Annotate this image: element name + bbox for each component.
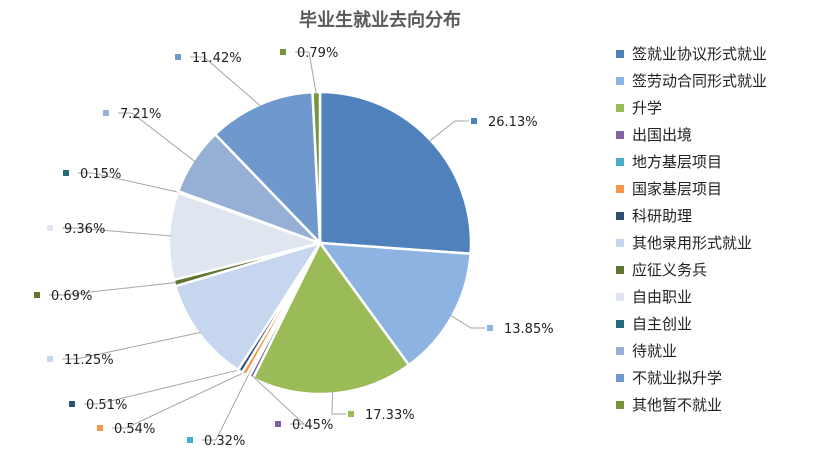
- label-marker: [97, 425, 103, 431]
- legend-label: 国家基层项目: [632, 180, 723, 198]
- legend-label: 自由职业: [632, 288, 693, 306]
- legend-label: 地方基层项目: [632, 153, 723, 171]
- pie-slice: [173, 240, 323, 372]
- legend-label: 待就业: [632, 342, 678, 360]
- legend-swatch: [616, 49, 624, 58]
- data-label: 0.54%: [114, 422, 155, 437]
- label-marker: [280, 49, 286, 55]
- label-marker: [187, 437, 193, 443]
- leader-line: [62, 227, 172, 237]
- data-label: 0.15%: [80, 167, 121, 182]
- legend-item: 自由职业: [616, 283, 767, 310]
- legend-swatch: [616, 373, 624, 382]
- pie-slice: [213, 90, 322, 247]
- leader-line: [190, 56, 262, 107]
- legend-item: 应征义务兵: [616, 256, 767, 283]
- label-marker: [471, 118, 477, 124]
- data-label: 0.51%: [86, 398, 127, 413]
- chart-title: 毕业生就业去向分布: [299, 10, 461, 31]
- legend-swatch: [616, 130, 624, 139]
- legend-label: 签就业协议形式就业: [632, 45, 768, 63]
- legend-label: 不就业拟升学: [632, 369, 723, 387]
- data-label: 11.42%: [192, 51, 242, 66]
- leader-line: [78, 172, 180, 193]
- data-label: 17.33%: [365, 408, 415, 423]
- label-marker: [34, 292, 40, 298]
- legend-swatch: [616, 76, 624, 85]
- legend-swatch: [616, 292, 624, 301]
- leader-line: [331, 391, 346, 415]
- label-marker: [69, 401, 75, 407]
- legend-item: 科研助理: [616, 202, 767, 229]
- legend-label: 科研助理: [632, 207, 693, 225]
- legend: 签就业协议形式就业 签劳动合同形式就业 升学出国出境地方基层项目 国家基层项目 科研助理…: [616, 40, 767, 418]
- legend-label: 其他暂不就业: [632, 396, 723, 414]
- leader-line: [62, 331, 201, 360]
- label-marker: [175, 54, 181, 60]
- label-marker: [348, 411, 354, 417]
- pie-slice: [318, 90, 473, 256]
- leader-line: [450, 314, 485, 329]
- data-label: 9.36%: [64, 222, 105, 237]
- data-label: 26.13%: [488, 115, 538, 130]
- legend-swatch: [616, 319, 624, 328]
- label-marker: [275, 421, 281, 427]
- legend-item: 其他暂不就业: [616, 391, 767, 418]
- legend-label: 升学: [632, 99, 663, 117]
- leader-line: [118, 112, 196, 163]
- leader-line: [49, 282, 177, 296]
- legend-swatch: [616, 184, 624, 193]
- legend-label: 自主创业: [632, 315, 693, 333]
- label-marker: [47, 356, 53, 362]
- legend-swatch: [616, 400, 624, 409]
- label-marker: [487, 325, 493, 331]
- data-label: 0.79%: [297, 46, 338, 61]
- leader-line: [202, 373, 250, 441]
- data-label: 0.45%: [292, 418, 333, 433]
- legend-item: 地方基层项目: [616, 148, 767, 175]
- legend-label: 签劳动合同形式就业: [632, 72, 768, 90]
- leader-line: [428, 120, 469, 142]
- legend-item: 签劳动合同形式就业: [616, 67, 767, 94]
- legend-swatch: [616, 265, 624, 274]
- legend-item: 待就业: [616, 337, 767, 364]
- data-label: 0.69%: [51, 289, 92, 304]
- legend-swatch: [616, 103, 624, 112]
- legend-label: 出国出境: [632, 126, 693, 144]
- legend-swatch: [616, 238, 624, 247]
- legend-item: 签就业协议形式就业: [616, 40, 767, 67]
- data-label: 11.25%: [64, 353, 114, 368]
- data-label: 13.85%: [504, 322, 554, 337]
- legend-item: 自主创业: [616, 310, 767, 337]
- legend-item: 其他录用形式就业: [616, 229, 767, 256]
- legend-item: 不就业拟升学: [616, 364, 767, 391]
- label-marker: [63, 170, 69, 176]
- legend-item: 升学: [616, 94, 767, 121]
- data-label: 0.32%: [204, 434, 245, 449]
- leader-line: [295, 51, 317, 95]
- legend-label: 应征义务兵: [632, 261, 708, 279]
- legend-swatch: [616, 346, 624, 355]
- legend-swatch: [616, 211, 624, 220]
- legend-item: 国家基层项目: [616, 175, 767, 202]
- leader-line: [251, 375, 306, 425]
- leader-line: [112, 371, 246, 429]
- data-label: 7.21%: [120, 107, 161, 122]
- legend-swatch: [616, 157, 624, 166]
- legend-label: 其他录用形式就业: [632, 234, 753, 252]
- leader-line: [84, 368, 242, 405]
- label-marker: [103, 110, 109, 116]
- legend-item: 出国出境: [616, 121, 767, 148]
- label-marker: [47, 225, 53, 231]
